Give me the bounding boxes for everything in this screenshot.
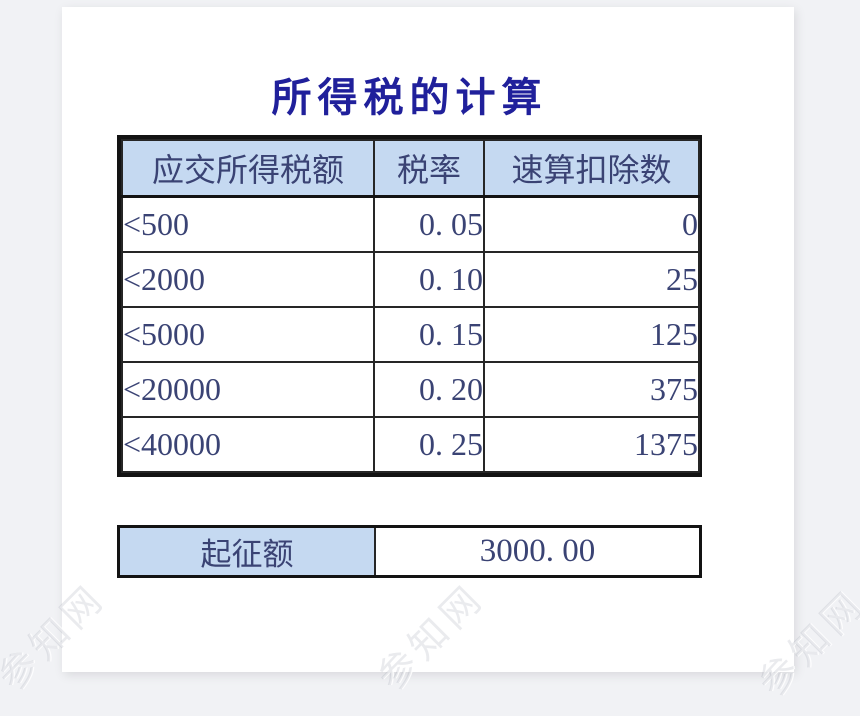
page-title: 所得税的计算 bbox=[271, 75, 548, 121]
header-quick-deduction: 速算扣除数 bbox=[483, 139, 700, 198]
cell-tax-rate: 0. 05 bbox=[373, 195, 485, 253]
cell-income-bracket: <5000 bbox=[121, 306, 375, 363]
header-tax-rate: 税率 bbox=[373, 139, 485, 198]
table-row: <40000 0. 25 1375 bbox=[121, 416, 700, 473]
cell-tax-rate: 0. 10 bbox=[373, 251, 485, 308]
cell-deduction: 25 bbox=[483, 251, 700, 308]
table-row: <20000 0. 20 375 bbox=[121, 361, 700, 418]
cell-income-bracket: <500 bbox=[121, 195, 375, 253]
cell-deduction: 0 bbox=[483, 195, 700, 253]
cell-deduction: 375 bbox=[483, 361, 700, 418]
table-row: <500 0. 05 0 bbox=[121, 195, 700, 253]
cell-income-bracket: <2000 bbox=[121, 251, 375, 308]
table-header-row: 应交所得税额 税率 速算扣除数 bbox=[121, 139, 700, 198]
threshold-row: 起征额 3000. 00 bbox=[117, 525, 702, 578]
header-taxable-income: 应交所得税额 bbox=[121, 139, 375, 198]
cell-deduction: 125 bbox=[483, 306, 700, 363]
cell-tax-rate: 0. 25 bbox=[373, 416, 485, 473]
table-row: <5000 0. 15 125 bbox=[121, 306, 700, 363]
cell-tax-rate: 0. 15 bbox=[373, 306, 485, 363]
cell-income-bracket: <20000 bbox=[121, 361, 375, 418]
tax-rate-table: 应交所得税额 税率 速算扣除数 <500 0. 05 0 <2000 0. 10… bbox=[117, 135, 702, 477]
threshold-value: 3000. 00 bbox=[479, 533, 596, 569]
table-row: <2000 0. 10 25 bbox=[121, 251, 700, 308]
cell-deduction: 1375 bbox=[483, 416, 700, 473]
cell-income-bracket: <40000 bbox=[121, 416, 375, 473]
threshold-label: 起征额 bbox=[120, 528, 376, 575]
cell-tax-rate: 0. 20 bbox=[373, 361, 485, 418]
page: { "title": "所得税的计算", "table": { "headers… bbox=[0, 7, 860, 706]
